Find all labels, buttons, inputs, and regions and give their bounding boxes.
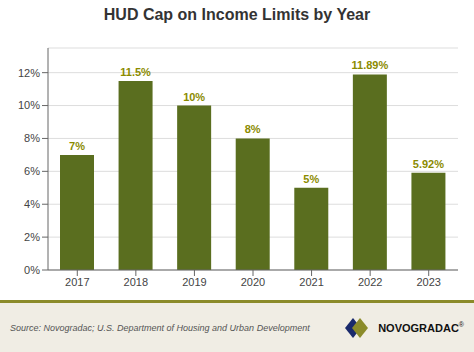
svg-text:4%: 4% — [24, 198, 40, 210]
svg-text:5.92%: 5.92% — [413, 158, 444, 170]
svg-text:2023: 2023 — [416, 276, 440, 288]
svg-text:6%: 6% — [24, 165, 40, 177]
svg-text:2018: 2018 — [124, 276, 148, 288]
svg-text:2022: 2022 — [358, 276, 382, 288]
svg-text:8%: 8% — [245, 123, 261, 135]
svg-text:7%: 7% — [69, 140, 85, 152]
svg-text:11.89%: 11.89% — [352, 59, 389, 71]
html-text:Source: Novogradac; U.S. Depar: Source: Novogradac; U.S. Department of H… — [10, 322, 310, 333]
svg-text:5%: 5% — [303, 173, 319, 185]
svg-text:0%: 0% — [24, 264, 40, 276]
svg-text:2%: 2% — [24, 231, 40, 243]
svg-text:11.5%: 11.5% — [120, 66, 151, 78]
html-text:HUD Cap on Income Limits by Ye: HUD Cap on Income Limits by Year — [103, 6, 371, 23]
svg-text:2020: 2020 — [241, 276, 265, 288]
svg-text:8%: 8% — [24, 132, 40, 144]
svg-text:10%: 10% — [183, 91, 205, 103]
svg-text:10%: 10% — [18, 99, 40, 111]
html-text:NOVOGRADAC®: NOVOGRADAC® — [378, 321, 464, 334]
svg-text:2017: 2017 — [65, 276, 89, 288]
svg-text:12%: 12% — [18, 67, 40, 79]
svg-text:2019: 2019 — [182, 276, 206, 288]
svg-text:2021: 2021 — [299, 276, 323, 288]
